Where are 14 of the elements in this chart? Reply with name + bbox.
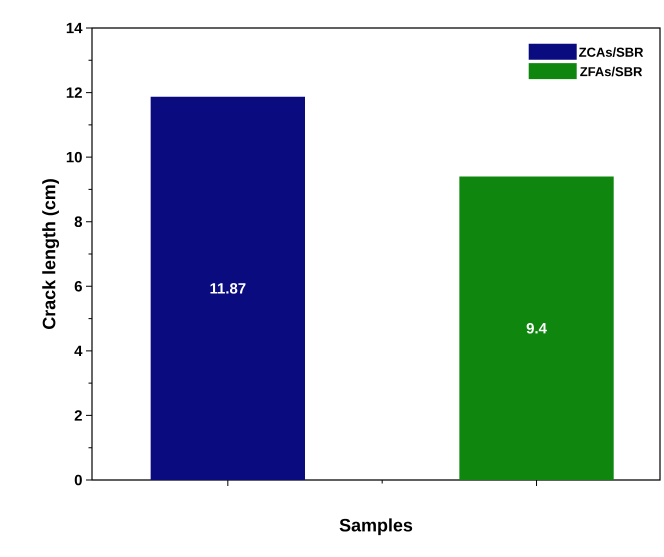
y-tick-label: 4 [74, 346, 82, 356]
data-label: 11.87 [210, 283, 246, 294]
y-tick-label: 8 [74, 216, 82, 227]
legend-label: ZFAs/SBR [580, 66, 642, 76]
data-label: 9.4 [526, 322, 547, 334]
y-axis-title: Crack length (cm) [42, 179, 60, 329]
y-tick-label: 10 [66, 152, 82, 162]
y-tick-label: 12 [66, 87, 82, 98]
y-tick-label: 2 [74, 410, 82, 421]
legend-label: ZCAs/SBR [579, 47, 644, 57]
y-tick-label: 14 [66, 22, 82, 34]
y-tick-label: 0 [74, 474, 82, 486]
x-axis-title: Samples [340, 518, 412, 536]
y-tick-label: 6 [74, 280, 82, 292]
